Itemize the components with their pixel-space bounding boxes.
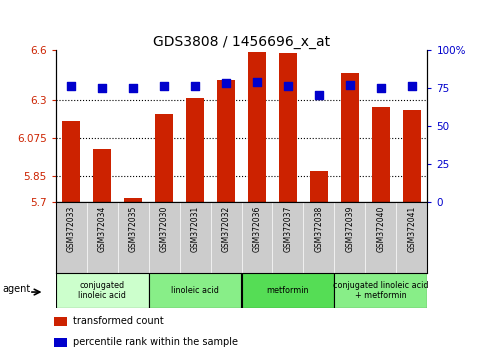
Text: GSM372037: GSM372037 xyxy=(284,205,293,252)
Point xyxy=(315,92,323,98)
Point xyxy=(129,85,137,91)
Text: transformed count: transformed count xyxy=(72,316,163,326)
Bar xyxy=(242,273,334,308)
Point xyxy=(253,79,261,84)
Bar xyxy=(54,317,67,326)
Text: percentile rank within the sample: percentile rank within the sample xyxy=(72,337,238,347)
Text: GSM372040: GSM372040 xyxy=(376,205,385,252)
Text: linoleic acid: linoleic acid xyxy=(171,286,219,295)
Text: GSM372032: GSM372032 xyxy=(222,205,230,252)
Bar xyxy=(403,110,421,202)
Text: GSM372033: GSM372033 xyxy=(67,205,75,252)
Point xyxy=(284,83,292,89)
Bar xyxy=(124,198,142,202)
Point xyxy=(377,85,385,91)
Bar xyxy=(248,52,266,202)
Text: GSM372031: GSM372031 xyxy=(190,205,199,252)
Bar xyxy=(341,73,359,202)
Point xyxy=(98,85,106,91)
Bar xyxy=(217,80,235,202)
Point xyxy=(408,83,416,89)
Text: GSM372034: GSM372034 xyxy=(98,205,107,252)
Text: GSM372039: GSM372039 xyxy=(345,205,355,252)
Bar xyxy=(372,107,390,202)
Bar xyxy=(56,273,149,308)
Text: conjugated linoleic acid
+ metformin: conjugated linoleic acid + metformin xyxy=(333,281,429,300)
Text: GSM372030: GSM372030 xyxy=(159,205,169,252)
Point xyxy=(191,83,199,89)
Bar xyxy=(310,171,328,202)
Point xyxy=(222,80,230,86)
Bar xyxy=(62,121,80,202)
Bar xyxy=(155,114,173,202)
Text: agent: agent xyxy=(2,284,30,293)
Bar xyxy=(54,338,67,347)
Text: conjugated
linoleic acid: conjugated linoleic acid xyxy=(78,281,126,300)
Point xyxy=(346,82,354,87)
Bar xyxy=(186,98,204,202)
Point xyxy=(160,83,168,89)
Text: GSM372036: GSM372036 xyxy=(253,205,261,252)
Bar xyxy=(334,273,427,308)
Text: GSM372035: GSM372035 xyxy=(128,205,138,252)
Bar xyxy=(279,53,297,202)
Title: GDS3808 / 1456696_x_at: GDS3808 / 1456696_x_at xyxy=(153,35,330,48)
Text: GSM372038: GSM372038 xyxy=(314,205,324,252)
Bar xyxy=(93,149,112,202)
Text: metformin: metformin xyxy=(267,286,309,295)
Text: GSM372041: GSM372041 xyxy=(408,205,416,252)
Point xyxy=(67,83,75,89)
Bar xyxy=(149,273,242,308)
